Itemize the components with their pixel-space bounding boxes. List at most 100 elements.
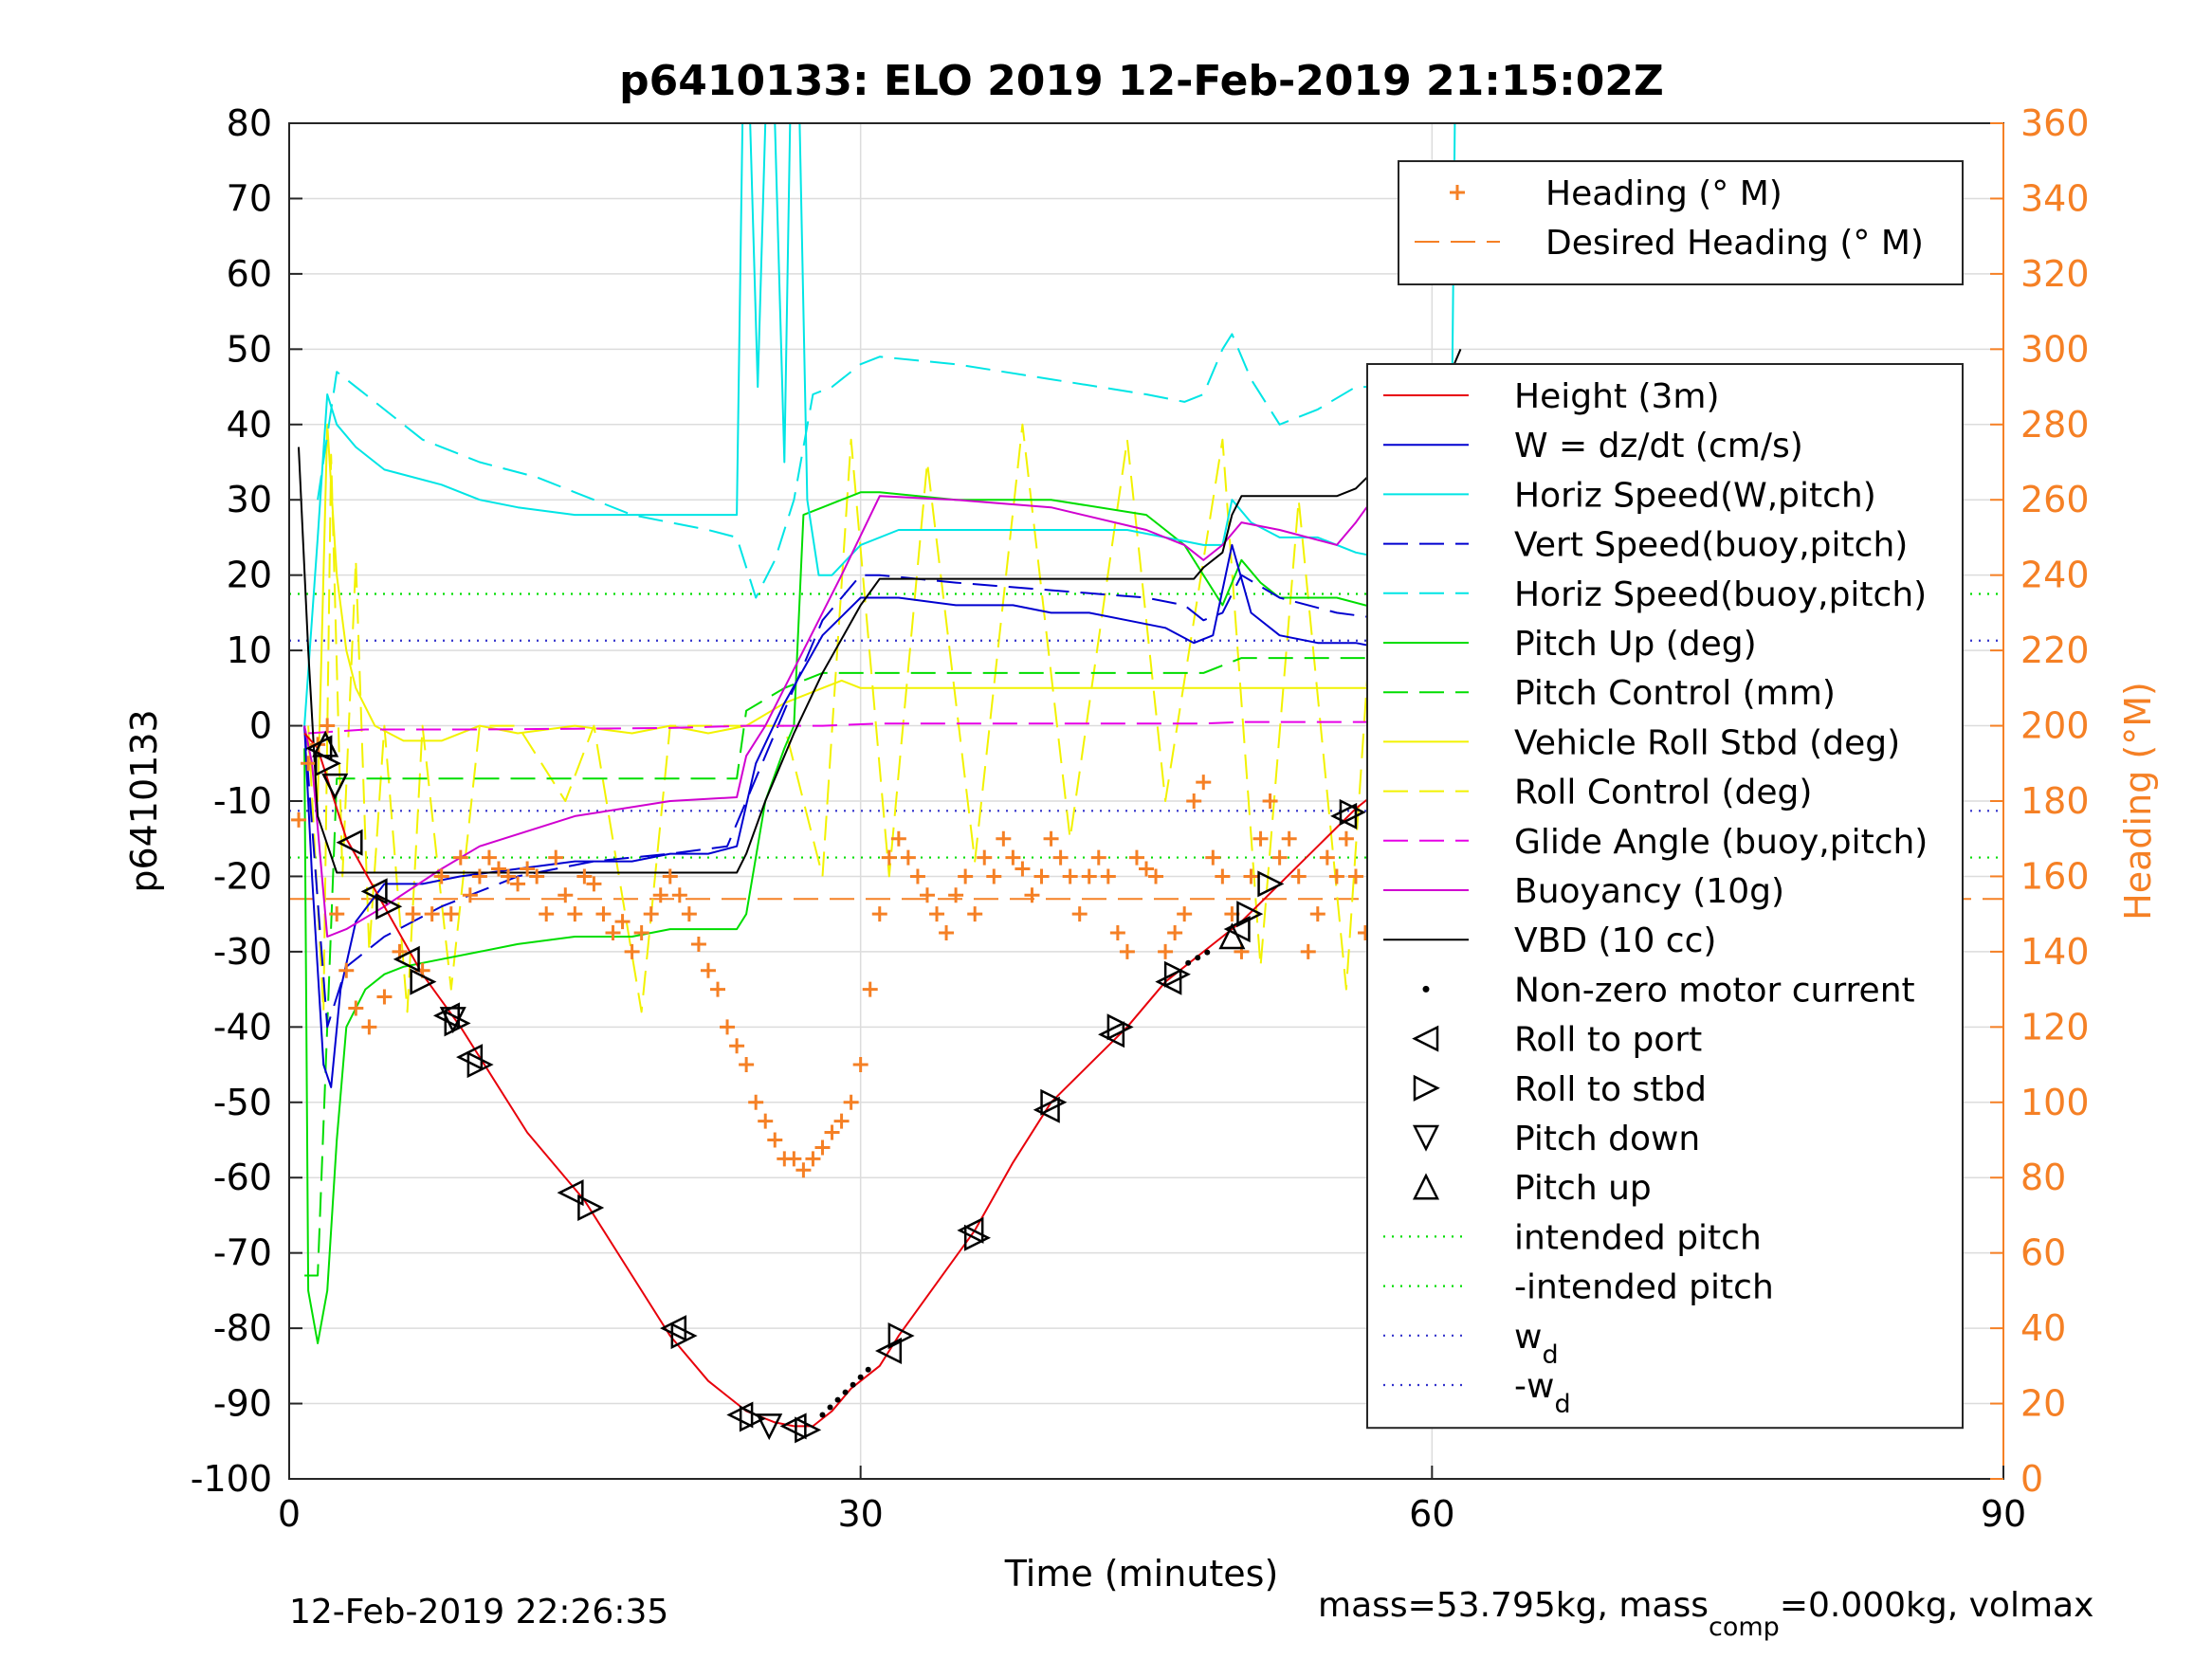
x-tick-label: 30 [837, 1493, 883, 1535]
heading-point [424, 906, 440, 922]
y2-tick-label: 300 [2020, 328, 2090, 370]
heading-point [1090, 849, 1106, 866]
roll-stbd-marker [466, 1051, 494, 1079]
roll-stbd-marker [1236, 901, 1264, 928]
heading-point [1015, 861, 1031, 877]
y2-tick-label: 40 [2020, 1307, 2066, 1349]
heading-point [1186, 793, 1202, 809]
heading-point [1300, 943, 1316, 959]
heading-point [1005, 849, 1021, 866]
y2-tick-label: 0 [2020, 1458, 2043, 1500]
heading-point [539, 906, 555, 922]
heading-point [586, 876, 602, 892]
motor-current-dot [850, 1381, 856, 1388]
legend-label: Pitch Control (mm) [1514, 674, 1836, 713]
heading-point [471, 868, 487, 884]
heading-point [710, 981, 725, 997]
legend-main: Height (3m) W = dz/dt (cm/s) Horiz Speed(W… [1366, 363, 1964, 1430]
y2-tick-label: 280 [2020, 404, 2090, 446]
legend-label: Horiz Speed(buoy,pitch) [1514, 575, 1927, 614]
heading-point [433, 868, 449, 884]
heading-point [605, 925, 621, 941]
heading-point [871, 906, 887, 922]
legend-label: Roll Control (deg) [1514, 774, 1812, 812]
heading-point [652, 887, 668, 903]
heading-point [576, 868, 593, 884]
heading-point [805, 1151, 821, 1167]
y-tick-label: -30 [213, 931, 272, 973]
heading-point [510, 876, 526, 892]
heading-point [338, 962, 355, 978]
heading-point [291, 811, 307, 828]
heading-point [843, 1094, 859, 1110]
heading-point [329, 906, 345, 922]
horiz-speed-w-series [303, 122, 1456, 726]
heading-point [320, 718, 336, 734]
y2-tick-label: 140 [2020, 931, 2090, 973]
heading-point [1033, 868, 1050, 884]
legend-sample [1412, 1173, 1440, 1200]
heading-point [490, 861, 506, 877]
heading-point [1309, 906, 1325, 922]
roll-control-series [307, 423, 1453, 1013]
heading-point [748, 1094, 764, 1110]
legend-sample [1413, 1074, 1440, 1102]
roll-port-marker [1155, 968, 1182, 995]
motor-current-dot [827, 1404, 833, 1411]
heading-point [1167, 925, 1183, 941]
y-tick-label: -80 [213, 1307, 272, 1349]
heading-point [1062, 868, 1078, 884]
heading-point [795, 1162, 812, 1178]
heading-point [739, 1057, 755, 1073]
roll-stbd-marker [375, 893, 403, 921]
roll-stbd-marker [1040, 1088, 1068, 1116]
roll-port-marker [1098, 1021, 1125, 1048]
pitch-down-marker [321, 773, 349, 800]
roll-stbd-marker [1163, 960, 1191, 988]
legend-label: Roll to stbd [1514, 1070, 1707, 1109]
y-tick-label: 40 [227, 404, 272, 446]
roll-port-marker [360, 878, 388, 905]
heading-point [919, 887, 935, 903]
y2-tick-label: 120 [2020, 1006, 2090, 1048]
heading-point [1081, 868, 1097, 884]
heading-point [643, 906, 659, 922]
heading-point [671, 887, 687, 903]
legend-label: Pitch up [1514, 1169, 1652, 1208]
heading-point [720, 1019, 736, 1035]
legend-label: wd [1514, 1318, 1559, 1370]
heading-point [1205, 849, 1221, 866]
heading-point [958, 868, 974, 884]
heading-point [890, 830, 906, 847]
w-series [303, 543, 1462, 1088]
heading-point [1338, 830, 1354, 847]
pitch-up-marker [1218, 922, 1246, 950]
y2-tick-label: 240 [2020, 555, 2090, 596]
roll-port-marker [557, 1179, 584, 1207]
heading-point [1128, 849, 1144, 866]
heading-point [443, 906, 459, 922]
roll-stbd-marker [1339, 798, 1366, 826]
heading-point [1148, 868, 1164, 884]
y2-tick-label: 320 [2020, 253, 2090, 295]
heading-point [614, 914, 631, 930]
heading-point [700, 962, 716, 978]
heading-point [662, 868, 678, 884]
motor-current-dot [1195, 955, 1201, 961]
height-series [303, 724, 1462, 1428]
legend-label: Pitch Up (deg) [1514, 625, 1757, 664]
heading-point [633, 925, 649, 941]
y2-tick-label: 60 [2020, 1232, 2066, 1274]
y-tick-label: 30 [227, 479, 272, 520]
heading-point [939, 925, 955, 941]
series-layer [291, 122, 1462, 1428]
heading-point [301, 756, 317, 772]
heading-point [1158, 943, 1174, 959]
pitch-down-marker [756, 1413, 783, 1441]
y2-tick-label: 20 [2020, 1383, 2066, 1425]
heading-point [520, 861, 536, 877]
roll-port-marker [957, 1216, 984, 1244]
heading-point [481, 849, 497, 866]
pitch-control-series [304, 649, 1461, 1277]
heading-point [1215, 868, 1231, 884]
